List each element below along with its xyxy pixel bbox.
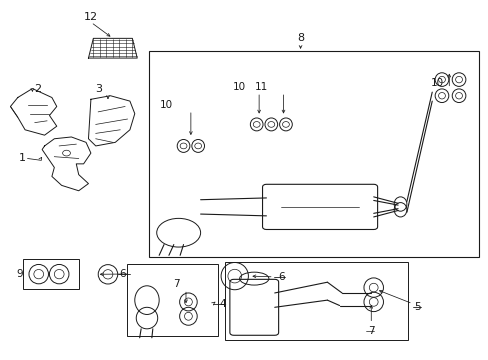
Text: 6: 6	[277, 272, 284, 282]
Text: 7: 7	[367, 325, 374, 336]
Text: 10: 10	[160, 100, 173, 110]
Text: 6: 6	[119, 269, 125, 279]
Text: 2: 2	[34, 84, 41, 94]
Bar	[149, 51, 478, 257]
Text: 1: 1	[19, 153, 26, 163]
Text: 10: 10	[233, 82, 245, 92]
Bar	[22, 259, 79, 289]
Text: 8: 8	[296, 33, 304, 43]
Text: 3: 3	[95, 84, 102, 94]
Bar	[224, 262, 407, 339]
Text: 10: 10	[429, 78, 443, 88]
Text: 5: 5	[413, 302, 420, 312]
Text: 4: 4	[219, 299, 225, 309]
Text: 9: 9	[16, 269, 22, 279]
Text: 11: 11	[254, 82, 267, 92]
Bar	[127, 264, 217, 336]
Text: 7: 7	[173, 279, 179, 289]
Text: 12: 12	[83, 12, 98, 22]
